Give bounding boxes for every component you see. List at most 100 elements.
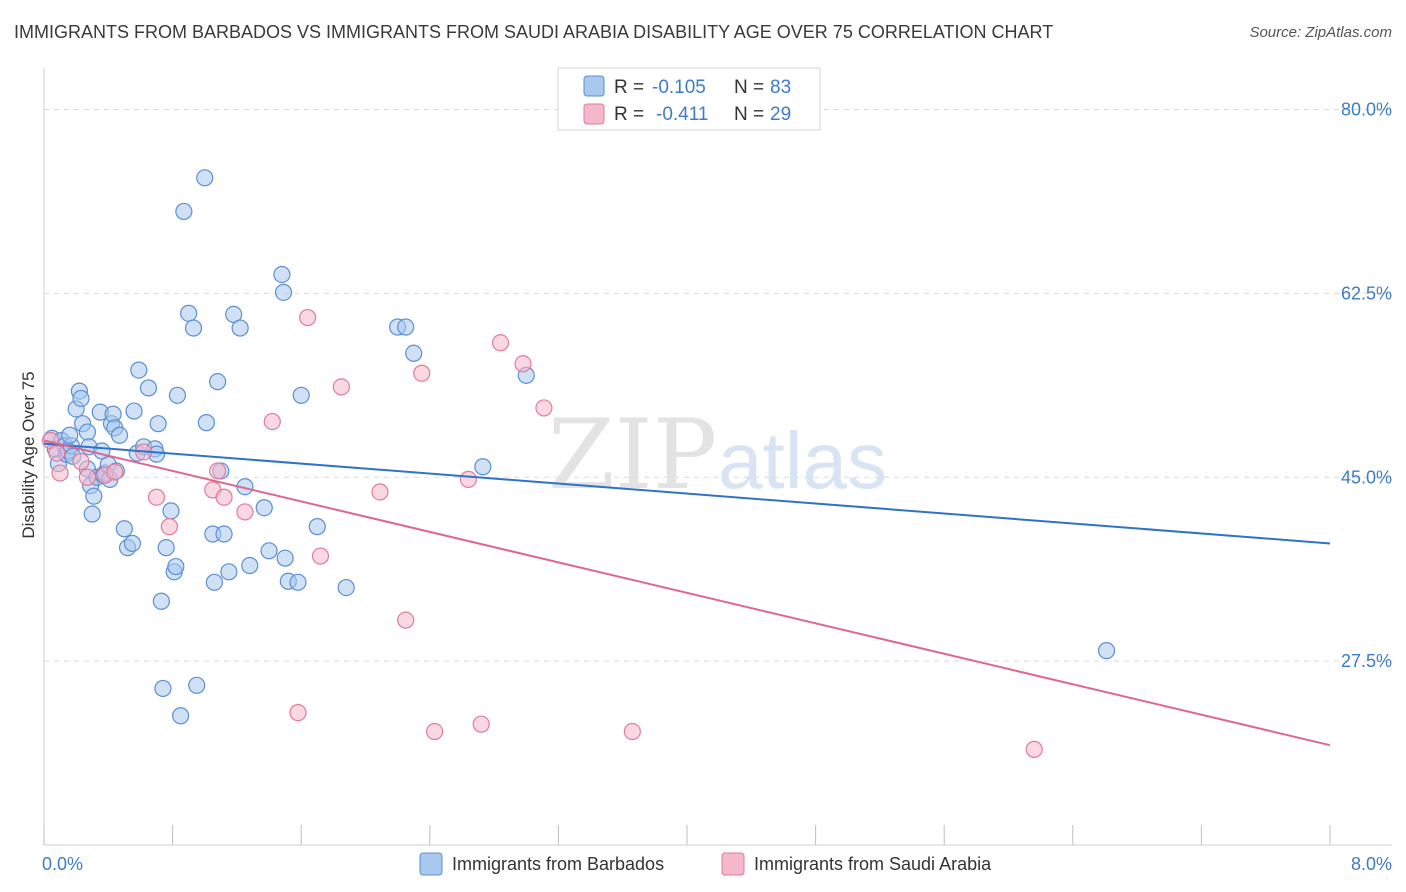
- legend-r-label-1: R =: [614, 77, 644, 98]
- point-saudi-8: [147, 488, 166, 506]
- point-saudi-29: [1025, 740, 1043, 758]
- point-barbados-18: [83, 505, 101, 523]
- point-saudi-1: [48, 444, 66, 462]
- point-barbados-62: [220, 563, 238, 581]
- point-barbados-68: [260, 542, 278, 560]
- point-saudi-21: [413, 364, 431, 382]
- point-saudi-23: [459, 470, 477, 488]
- watermark-atlas: atlas: [718, 416, 887, 505]
- legend-r-value-2: -0.411: [656, 104, 708, 125]
- point-saudi-25: [491, 334, 510, 352]
- point-barbados-75: [308, 518, 326, 536]
- point-barbados-67: [255, 499, 273, 517]
- point-barbados-32: [115, 520, 133, 538]
- point-saudi-11: [209, 462, 227, 480]
- point-barbados-73: [289, 573, 307, 591]
- legend-r-value-1: -0.105: [652, 77, 706, 98]
- point-saudi-19: [371, 483, 389, 501]
- y-tick-label-2: 45.0%: [1341, 467, 1392, 487]
- point-barbados-37: [130, 361, 148, 379]
- legend-swatch-saudi: [583, 103, 605, 125]
- point-barbados-51: [175, 202, 193, 221]
- point-barbados-9: [61, 426, 79, 444]
- point-saudi-18: [332, 378, 350, 396]
- y-tick-label-3: 27.5%: [1341, 651, 1392, 671]
- legend-swatch-barbados: [583, 75, 605, 97]
- point-barbados-19: [85, 487, 103, 505]
- point-barbados-12: [72, 389, 90, 408]
- point-saudi-12: [215, 488, 233, 506]
- point-barbados-71: [276, 549, 294, 567]
- point-barbados-79: [405, 344, 423, 362]
- point-barbados-76: [337, 578, 355, 597]
- legend-r-label-2: R =: [614, 104, 644, 125]
- point-barbados-53: [184, 319, 203, 337]
- point-barbados-42: [149, 415, 167, 433]
- point-barbados-54: [188, 676, 206, 694]
- bottom-legend-swatch-saudi: [721, 852, 745, 876]
- point-barbados-43: [152, 592, 170, 610]
- point-barbados-74: [292, 386, 310, 404]
- point-barbados-55: [196, 169, 214, 187]
- point-barbados-61: [215, 525, 233, 543]
- legend-n-label-2: N =: [734, 104, 764, 125]
- point-barbados-39: [139, 379, 158, 397]
- point-saudi-26: [514, 355, 532, 373]
- point-barbados-35: [125, 402, 143, 420]
- point-saudi-4: [78, 468, 97, 486]
- point-saudi-20: [397, 611, 415, 629]
- trend-line-saudi: [43, 439, 1331, 747]
- chart-title: IMMIGRANTS FROM BARBADOS VS IMMIGRANTS F…: [14, 22, 1054, 42]
- point-saudi-3: [72, 452, 90, 471]
- point-barbados-70: [274, 283, 293, 301]
- point-barbados-45: [157, 539, 175, 557]
- bottom-legend-label-saudi: Immigrants from Saudi Arabia: [754, 854, 992, 874]
- point-barbados-80: [474, 458, 492, 476]
- gridlines: [44, 109, 1392, 662]
- x-tick-label-0: 0.0%: [42, 854, 83, 874]
- legend-n-value-2: 29: [770, 104, 791, 125]
- trend-line-barbados: [43, 442, 1331, 545]
- point-saudi-28: [623, 722, 641, 741]
- y-tick-label-1: 62.5%: [1341, 283, 1392, 303]
- point-barbados-69: [273, 265, 291, 284]
- point-barbados-50: [172, 707, 190, 725]
- point-barbados-14: [78, 423, 97, 441]
- point-barbados-44: [154, 679, 172, 698]
- point-saudi-27: [535, 399, 553, 417]
- point-saudi-9: [160, 518, 178, 536]
- point-saudi-2: [51, 464, 69, 482]
- x-tick-label-1: 8.0%: [1351, 854, 1392, 874]
- point-saudi-24: [472, 715, 490, 733]
- point-saudi-16: [299, 308, 317, 327]
- y-axis-label: Disability Age Over 75: [19, 371, 38, 538]
- point-barbados-58: [205, 573, 223, 591]
- point-saudi-15: [289, 704, 307, 722]
- point-saudi-13: [236, 503, 254, 521]
- point-barbados-48: [167, 557, 185, 576]
- trend-lines: [43, 439, 1331, 747]
- bottom-legend-swatch-barbados: [419, 852, 443, 876]
- point-saudi-6: [106, 463, 124, 481]
- watermark-zip: ZIP: [548, 399, 717, 511]
- legend-n-label-1: N =: [734, 77, 764, 98]
- correlation-legend: R = -0.105 N = 83 R = -0.411 N = 29: [557, 67, 821, 131]
- scatter-points: [41, 169, 1116, 758]
- point-barbados-46: [162, 502, 180, 520]
- point-barbados-31: [110, 426, 129, 444]
- y-tick-label-0: 80.0%: [1341, 100, 1392, 120]
- point-barbados-34: [123, 534, 142, 553]
- point-barbados-82: [1097, 642, 1116, 660]
- point-barbados-52: [180, 304, 198, 322]
- axes: [43, 68, 1392, 846]
- legend-n-value-1: 83: [770, 77, 791, 98]
- point-barbados-49: [168, 386, 187, 404]
- point-saudi-14: [263, 412, 281, 431]
- point-saudi-17: [311, 547, 330, 565]
- point-barbados-78: [397, 318, 415, 336]
- point-barbados-66: [241, 556, 259, 575]
- point-barbados-64: [231, 319, 249, 337]
- point-barbados-59: [209, 373, 227, 391]
- series-legend: Immigrants from Barbados Immigrants from…: [419, 852, 992, 876]
